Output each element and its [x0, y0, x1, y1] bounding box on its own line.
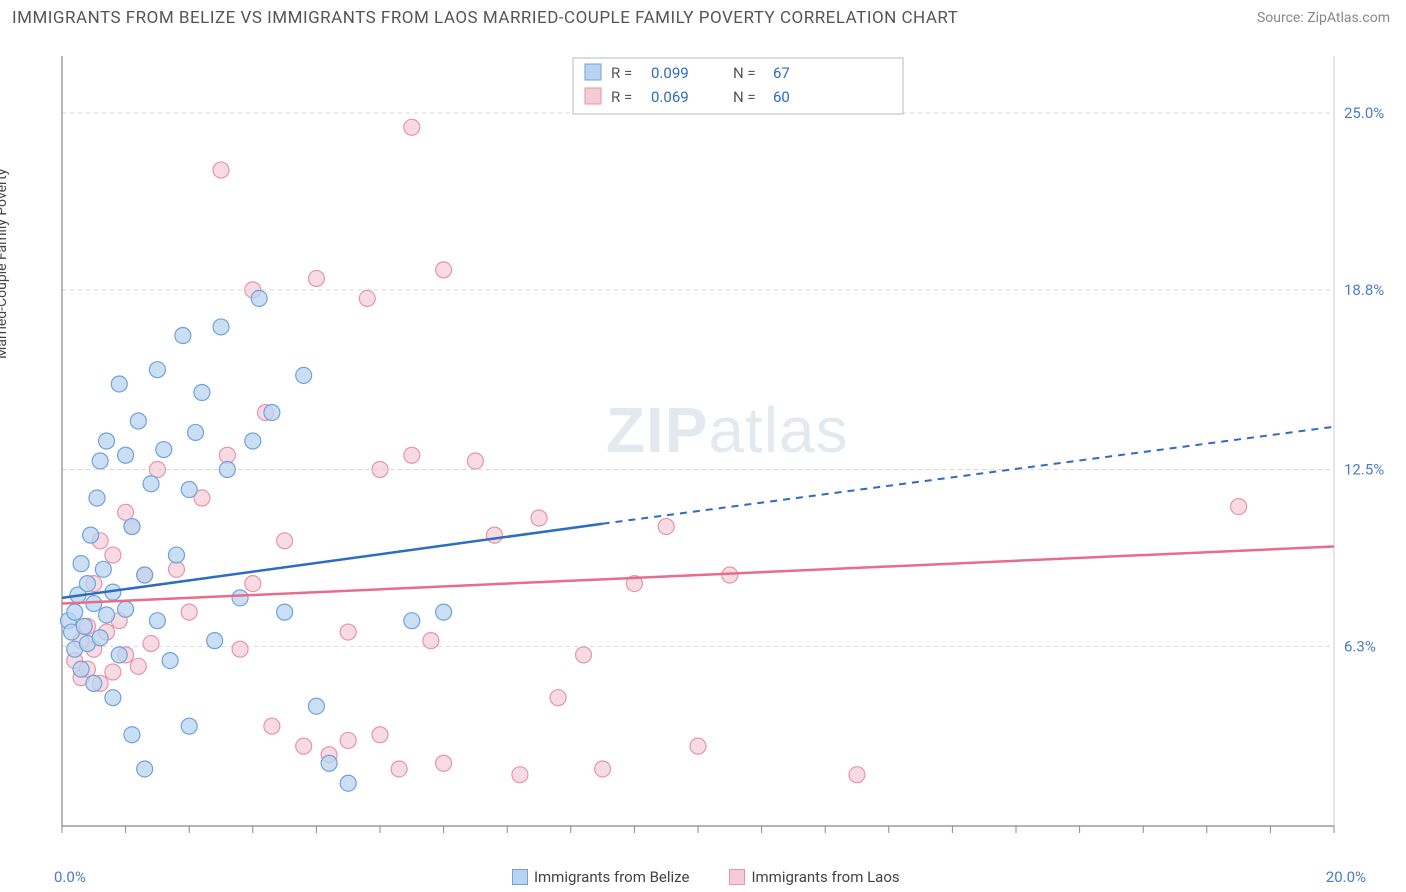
scatter-plot: 6.3% 12.5% 18.8% 25.0% R = 0.099 N = 67 R = 0.069…: [52, 38, 1394, 854]
x-axis-end-label: 20.0%: [1326, 868, 1366, 886]
source-label: Source: ZipAtlas.com: [1257, 10, 1390, 26]
svg-text:60: 60: [773, 88, 790, 106]
svg-text:12.5%: 12.5%: [1344, 461, 1384, 479]
chart-title: IMMIGRANTS FROM BELIZE VS IMMIGRANTS FRO…: [12, 8, 958, 28]
svg-text:R =: R =: [611, 64, 632, 82]
svg-text:R =: R =: [611, 88, 632, 106]
svg-text:18.8%: 18.8%: [1344, 281, 1384, 299]
svg-text:0.069: 0.069: [651, 88, 689, 106]
legend-swatch-icon: [729, 869, 745, 885]
svg-text:N =: N =: [733, 64, 756, 82]
svg-text:0.099: 0.099: [651, 64, 689, 82]
svg-text:67: 67: [773, 64, 790, 82]
bottom-legend: 0.0% Immigrants from Belize Immigrants f…: [0, 868, 1406, 886]
svg-text:25.0%: 25.0%: [1344, 104, 1384, 122]
x-axis-start-label: 0.0%: [54, 868, 86, 886]
svg-text:N =: N =: [733, 88, 756, 106]
legend-swatch-icon: [512, 869, 528, 885]
y-axis-label: Married-Couple Family Poverty: [0, 169, 10, 359]
legend-item-laos: Immigrants from Laos: [729, 868, 899, 886]
svg-text:6.3%: 6.3%: [1344, 637, 1376, 655]
legend-item-belize: Immigrants from Belize: [512, 868, 690, 886]
chart-area: Married-Couple Family Poverty ZIPatlas 6…: [12, 38, 1394, 854]
